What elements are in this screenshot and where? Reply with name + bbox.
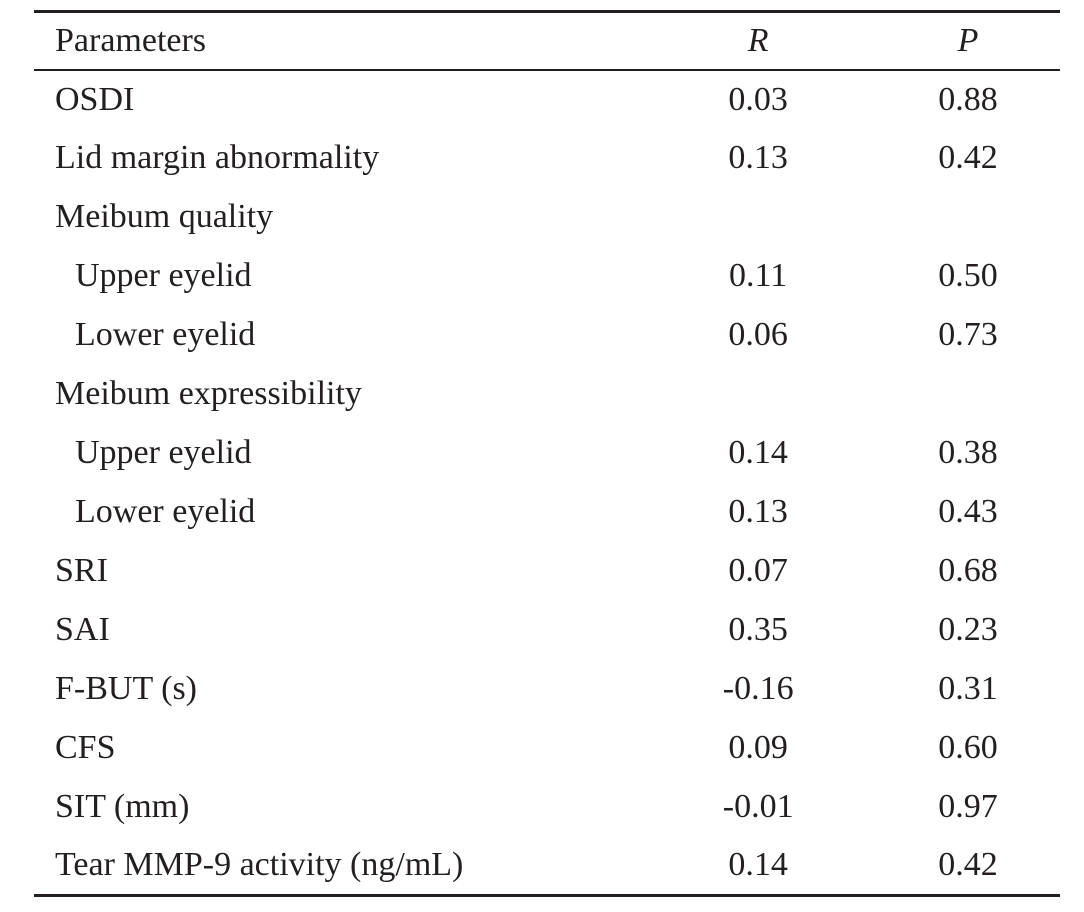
row-r-value: 0.13	[728, 139, 788, 176]
row-label: SRI	[55, 552, 108, 589]
table-body: OSDI 0.03 0.88 Lid margin abnormality 0.…	[34, 70, 1060, 897]
table-row: Lid margin abnormality 0.13 0.42	[34, 129, 1060, 188]
row-r-value	[640, 188, 876, 247]
table-row: Tear MMP-9 activity (ng/mL) 0.14 0.42	[34, 836, 1060, 897]
table-row: Upper eyelid 0.14 0.38	[34, 424, 1060, 483]
row-r-value: 0.35	[728, 611, 788, 648]
row-label: SAI	[55, 611, 110, 648]
row-p-value: 0.43	[938, 493, 998, 530]
row-label: Upper eyelid	[75, 257, 252, 294]
row-label: Lower eyelid	[75, 316, 256, 353]
row-p-value: 0.88	[938, 80, 998, 118]
row-r-value: -0.16	[722, 670, 794, 707]
row-label: Meibum expressibility	[55, 375, 362, 412]
row-p-value: 0.23	[938, 611, 998, 648]
table-row: SRI 0.07 0.68	[34, 542, 1060, 601]
row-r-value: -0.01	[722, 788, 794, 825]
table-row: Upper eyelid 0.11 0.50	[34, 247, 1060, 306]
correlation-table: Parameters R P OSDI 0.03 0.88 Lid margin…	[34, 10, 1060, 897]
row-p-value: 0.97	[938, 788, 998, 825]
table-row: Lower eyelid 0.13 0.43	[34, 483, 1060, 542]
row-label: Tear MMP-9 activity (ng/mL)	[34, 836, 641, 897]
row-label: F-BUT (s)	[55, 670, 197, 707]
row-r-value: 0.06	[728, 316, 788, 353]
row-label: SIT (mm)	[55, 788, 190, 825]
row-p-value: 0.68	[938, 552, 998, 589]
row-label: Upper eyelid	[75, 434, 252, 471]
header-parameters: Parameters	[34, 10, 641, 71]
table-row: Lower eyelid 0.06 0.73	[34, 306, 1060, 365]
table-row: SAI 0.35 0.23	[34, 601, 1060, 660]
row-r-value: 0.14	[728, 434, 788, 471]
row-p-value	[876, 365, 1060, 424]
row-r-value: 0.14	[640, 836, 876, 897]
row-label: Meibum quality	[55, 198, 274, 235]
table-row: SIT (mm) -0.01 0.97	[34, 778, 1060, 837]
table-row-group-heading: Meibum quality	[34, 188, 1060, 247]
row-label: CFS	[55, 729, 116, 766]
table-row-group-heading: Meibum expressibility	[34, 365, 1060, 424]
row-p-value: 0.60	[938, 729, 998, 766]
row-label: Lid margin abnormality	[55, 139, 380, 176]
row-r-value: 0.03	[728, 80, 788, 118]
row-p-value: 0.38	[938, 434, 998, 471]
row-r-value: 0.13	[728, 493, 788, 530]
row-p-value: 0.31	[938, 670, 998, 707]
row-r-value: 0.09	[728, 729, 788, 766]
row-p-value: 0.73	[938, 316, 998, 353]
row-r-value: 0.07	[728, 552, 788, 589]
row-p-value: 0.42	[938, 139, 998, 176]
row-p-value	[876, 188, 1060, 247]
header-row: Parameters R P	[34, 10, 1060, 71]
table-header: Parameters R P	[34, 10, 1060, 71]
row-r-value	[640, 365, 876, 424]
table-row: F-BUT (s) -0.16 0.31	[34, 660, 1060, 719]
header-p: P	[875, 10, 1060, 71]
table-row: OSDI 0.03 0.88	[34, 70, 1060, 129]
row-p-value: 0.50	[938, 257, 998, 294]
header-r: R	[640, 10, 876, 71]
row-label: OSDI	[55, 80, 135, 118]
row-label: Lower eyelid	[75, 493, 256, 530]
row-p-value: 0.42	[875, 836, 1060, 897]
row-r-value: 0.11	[729, 257, 788, 294]
table-row: CFS 0.09 0.60	[34, 719, 1060, 778]
